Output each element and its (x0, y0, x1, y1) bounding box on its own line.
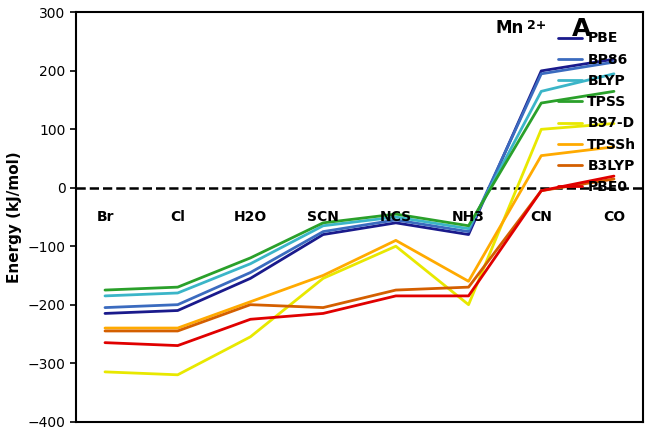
Text: CN: CN (530, 210, 552, 224)
Text: SCN: SCN (307, 210, 339, 224)
Text: Cl: Cl (170, 210, 185, 224)
Text: H2O: H2O (234, 210, 267, 224)
Text: A: A (572, 17, 592, 41)
Text: NH3: NH3 (452, 210, 485, 224)
Text: CO: CO (603, 210, 625, 224)
Legend: PBE, BP86, BLYP, TPSS, B97-D, TPSSh, B3LYP, PBE0: PBE, BP86, BLYP, TPSS, B97-D, TPSSh, B3L… (558, 31, 636, 194)
Text: Br: Br (96, 210, 114, 224)
Y-axis label: Energy (kJ/mol): Energy (kJ/mol) (7, 151, 22, 283)
Text: NCS: NCS (380, 210, 412, 224)
Text: Mn: Mn (495, 19, 524, 37)
Text: 2+: 2+ (526, 19, 546, 31)
